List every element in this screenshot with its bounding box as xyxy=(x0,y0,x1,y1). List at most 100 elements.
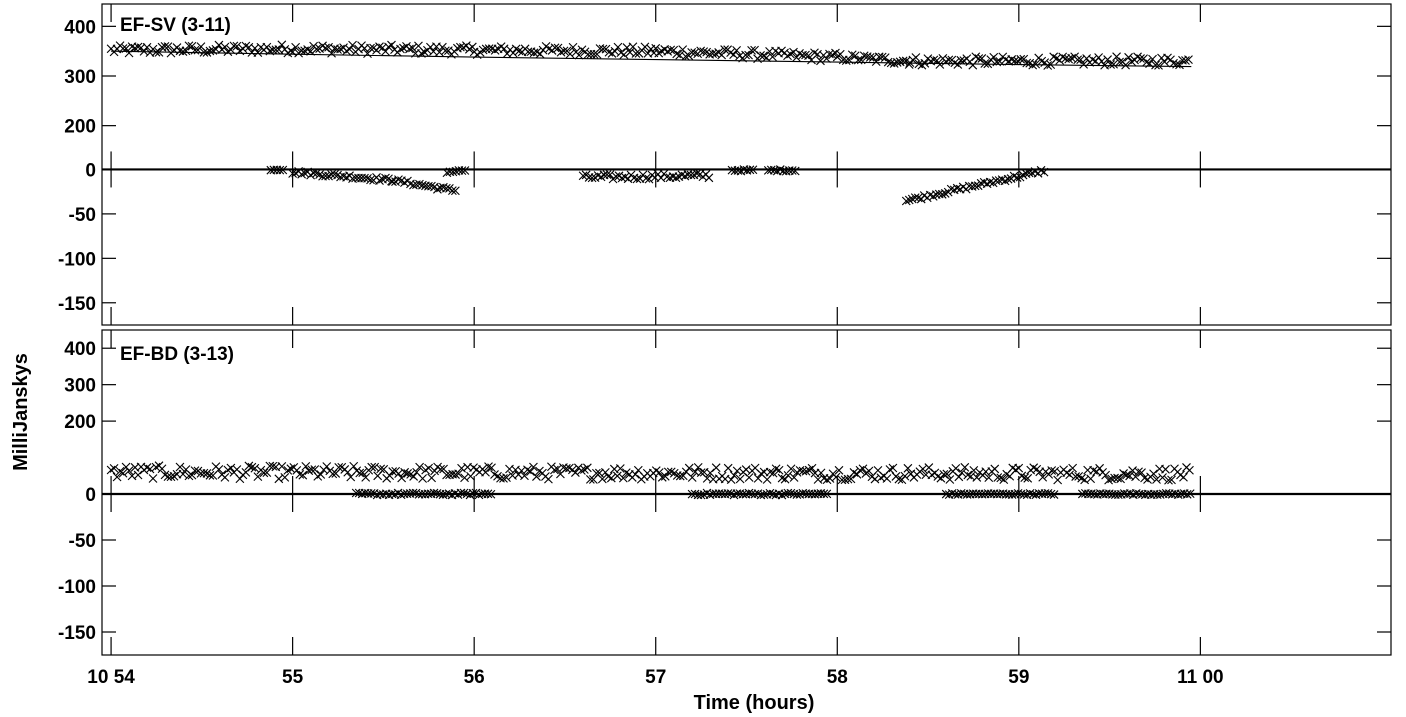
panel-1-upper-point-223 xyxy=(771,46,780,56)
panel-2-upper-ytick-200-label: 200 xyxy=(64,412,96,433)
panel-1-upper-point-261 xyxy=(883,57,893,67)
panel-2-upper-point-314 xyxy=(1047,466,1057,475)
panel-2-upper-point-27 xyxy=(187,470,197,480)
panel-1-upper-point-180 xyxy=(643,48,653,58)
panel-2-zero-point-95 xyxy=(950,489,960,499)
panel-2-upper-point-140 xyxy=(526,467,535,476)
panel-2-zero-point-31 xyxy=(444,489,454,499)
panel-1-upper-point-150 xyxy=(553,43,563,53)
x-tick-label-58: 58 xyxy=(827,667,848,688)
panel-2-upper-point-68 xyxy=(310,465,320,474)
panel-2-upper-point-163 xyxy=(594,468,604,478)
panel-2-upper-point-104 xyxy=(418,474,428,483)
panel-1-upper-point-251 xyxy=(853,55,863,65)
panel-1-lower-point-124 xyxy=(778,166,788,176)
panel-2-upper-point-165 xyxy=(600,467,610,477)
panel-1-upper-point-97 xyxy=(396,44,405,54)
panel-2-upper-point-93 xyxy=(385,471,395,480)
panel-2-zero-point-156 xyxy=(1158,489,1168,499)
panel-2-upper-point-333 xyxy=(1104,475,1113,485)
panel-2-zero-point-71 xyxy=(762,489,772,499)
panel-2-zero-point-72 xyxy=(765,488,775,498)
panel-1-upper-point-193 xyxy=(681,51,691,61)
panel-1-upper-point-57 xyxy=(277,40,287,50)
panel-1-upper-point-133 xyxy=(502,49,512,59)
panel-1-lower-point-159 xyxy=(991,176,1001,186)
panel-2-upper-point-253 xyxy=(864,466,874,476)
panel-1-upper-point-256 xyxy=(868,53,878,62)
panel-1-upper-point-158 xyxy=(577,45,587,55)
panel-2-upper-point-20 xyxy=(166,472,176,482)
panel-1-upper-point-282 xyxy=(944,55,954,65)
panel-2-upper-point-28 xyxy=(190,466,200,475)
panel-2-upper-point-57 xyxy=(277,462,287,471)
panel-1-lower-point-57 xyxy=(442,183,451,193)
panel-1-upper-point-189 xyxy=(669,45,679,55)
panel-1-upper-point-169 xyxy=(610,46,620,56)
panel-1-upper-point-257 xyxy=(871,57,881,67)
panel-1-lower-point-117 xyxy=(745,165,755,175)
panel-2-upper-point-311 xyxy=(1038,472,1048,482)
panel-2-upper-point-137 xyxy=(517,466,526,476)
panel-1-upper-point-322 xyxy=(1064,54,1074,64)
panel-2-zero-point-115 xyxy=(1010,489,1020,499)
panel-1-upper-point-350 xyxy=(1148,54,1157,64)
panel-1-upper-point-87 xyxy=(366,43,375,53)
panel-1-lower-point-129 xyxy=(901,196,911,206)
panel-2-upper-point-167 xyxy=(606,473,616,483)
panel-2-upper-point-31 xyxy=(199,468,209,478)
panel-2-zero-point-105 xyxy=(980,489,990,499)
panel-1-lower-point-66 xyxy=(457,166,467,176)
panel-1-upper-point-272 xyxy=(914,59,924,69)
panel-1-lower-point-0 xyxy=(266,165,276,175)
panel-2-upper-point-146 xyxy=(544,474,553,484)
panel-1-upper-point-67 xyxy=(306,46,315,56)
panel-1-upper-point-222 xyxy=(768,52,777,62)
panel-2-zero-point-17 xyxy=(402,489,412,499)
panel-2-upper-point-187 xyxy=(666,467,676,477)
panel-2-upper-point-255 xyxy=(870,474,880,484)
panel-1-upper-point-252 xyxy=(856,55,866,65)
x-tick-label-59: 59 xyxy=(1008,667,1029,688)
panel-1-upper-point-259 xyxy=(877,52,887,62)
panel-1-upper-point-231 xyxy=(795,48,804,58)
panel-2-zero-point-18 xyxy=(405,489,415,498)
panel-1-upper-point-52 xyxy=(262,42,272,52)
panel-1-upper-point-338 xyxy=(1112,52,1121,62)
panel-1-lower-point-125 xyxy=(781,166,791,176)
panel-2-zero-point-154 xyxy=(1152,490,1162,500)
panel-2-upper-point-148 xyxy=(550,465,559,475)
panel-2-zero-point-90 xyxy=(819,489,829,499)
panel-2-zero-point-122 xyxy=(1031,490,1041,500)
panel-1-upper-point-327 xyxy=(1079,59,1089,69)
panel-1-lower-point-172 xyxy=(1030,167,1040,176)
panel-2-upper-point-242 xyxy=(831,472,841,482)
panel-1-upper-point-348 xyxy=(1142,57,1151,67)
panel-2-zero-point-16 xyxy=(399,489,409,499)
panel-1-upper-point-351 xyxy=(1151,60,1160,70)
panel-1-upper-point-103 xyxy=(414,41,423,51)
panel-2-upper-point-15 xyxy=(151,462,161,472)
panel-2-upper-point-191 xyxy=(678,471,688,481)
panel-1-frame xyxy=(101,3,1392,326)
panel-2-upper-point-103 xyxy=(415,462,425,472)
panel-1-upper-point-26 xyxy=(184,41,194,51)
panel-2-upper-point-58 xyxy=(280,472,290,482)
panel-1-lower-point-19 xyxy=(330,169,339,179)
panel-1-upper-point-94 xyxy=(387,40,396,50)
panel-1-lower-point-133 xyxy=(913,193,923,203)
panel-1-upper-point-76 xyxy=(333,45,342,54)
panel-2-upper-point-322 xyxy=(1071,472,1081,481)
panel-1-upper-point-214 xyxy=(744,50,753,60)
panel-1-upper-point-211 xyxy=(735,51,744,61)
panel-1-lower-point-14 xyxy=(315,170,324,179)
panel-1-lower-point-123 xyxy=(775,165,785,174)
panel-1-lower-point-30 xyxy=(363,173,372,183)
panel-frames xyxy=(101,3,1392,656)
panel-1-upper-point-129 xyxy=(490,46,500,55)
panel-2-zero-point-44 xyxy=(483,489,493,499)
panel-1-upper-point-151 xyxy=(556,47,566,57)
panel-1-upper-ytick-300-label: 300 xyxy=(64,67,96,88)
panel-2-upper-point-196 xyxy=(693,463,703,472)
panel-2-upper-point-118 xyxy=(460,473,469,483)
